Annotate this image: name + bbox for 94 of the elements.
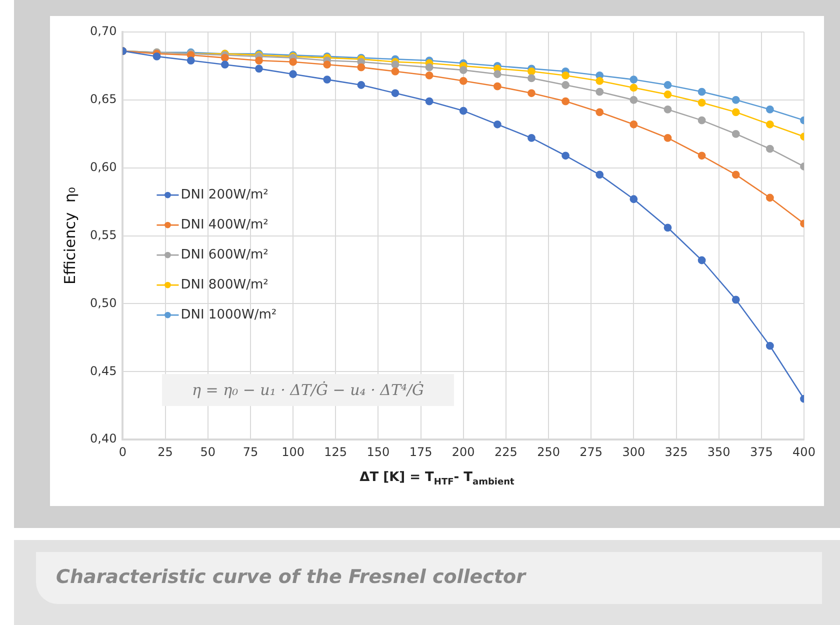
point <box>596 88 604 96</box>
x-tick-label: 200 <box>452 444 475 459</box>
point <box>528 67 536 76</box>
point <box>425 63 434 72</box>
point <box>766 120 774 128</box>
point <box>630 96 638 104</box>
point <box>323 76 332 84</box>
x-tick-label: 125 <box>324 444 348 459</box>
x-tick-label: 175 <box>409 444 432 459</box>
x-tick-label: 375 <box>750 444 773 459</box>
point <box>493 120 502 128</box>
point <box>562 81 570 89</box>
y-tick-label: 0,50 <box>90 296 117 310</box>
point <box>732 96 740 104</box>
point <box>630 84 638 92</box>
y-tick-label: 0,65 <box>90 92 117 106</box>
point <box>289 70 297 78</box>
point <box>562 152 570 160</box>
y-tick-label: 0,70 <box>90 24 117 38</box>
point <box>698 256 706 264</box>
point <box>391 60 400 69</box>
x-tick-label: 0 <box>118 444 127 459</box>
point <box>391 67 400 76</box>
point <box>698 116 706 124</box>
point <box>220 60 229 69</box>
legend-label: DNI 400W/m² <box>180 217 268 232</box>
point <box>562 97 570 106</box>
x-tick-label: 300 <box>622 444 646 459</box>
point <box>732 108 740 116</box>
point <box>664 134 672 142</box>
y-tick-label: 0,55 <box>90 228 117 242</box>
x-tick-label: 350 <box>707 444 730 459</box>
legend-label: DNI 800W/m² <box>180 277 268 292</box>
point <box>391 89 400 98</box>
point <box>493 82 502 90</box>
y-tick-label: 0,45 <box>90 364 117 378</box>
legend-label: DNI 1000W/m² <box>180 307 277 322</box>
x-tick-label: 250 <box>537 444 560 459</box>
y-tick-label: 0,40 <box>90 432 117 446</box>
point <box>732 170 740 179</box>
y-tick-label: 0,60 <box>90 160 117 174</box>
point <box>596 76 604 85</box>
point <box>323 60 332 69</box>
point <box>698 152 706 160</box>
x-tick-label: 275 <box>580 444 603 459</box>
point <box>289 58 297 66</box>
point <box>186 56 195 64</box>
point <box>425 72 434 80</box>
point <box>596 170 604 179</box>
point <box>459 106 468 115</box>
point <box>664 224 672 232</box>
x-axis-title: ΔT [K] = T$_{HTF}$- T$_{ambient}$ <box>358 470 516 488</box>
point <box>425 97 434 106</box>
point <box>459 66 468 74</box>
point <box>732 130 740 138</box>
point <box>766 342 774 350</box>
x-tick-label: 325 <box>664 444 688 459</box>
point <box>528 89 536 98</box>
point <box>459 76 468 85</box>
point <box>698 88 706 96</box>
point <box>664 81 672 89</box>
legend-label: DNI 200W/m² <box>180 187 268 202</box>
point <box>220 54 229 62</box>
point <box>152 52 161 60</box>
legend-label: DNI 600W/m² <box>180 247 268 262</box>
y-axis-title: Efficiency η₀ <box>60 187 79 284</box>
point <box>732 296 740 304</box>
x-tick-label: 150 <box>366 444 390 459</box>
x-tick-label: 400 <box>792 444 816 459</box>
x-tick-label: 100 <box>282 444 304 459</box>
formula-box: η = η₀ − u₁ · ΔT/Ġ − u₄ · ΔT⁴/Ġ <box>162 374 454 406</box>
point <box>766 144 774 153</box>
point <box>357 81 366 89</box>
point <box>698 98 706 107</box>
point <box>562 72 570 80</box>
x-tick-label: 50 <box>200 444 216 459</box>
point <box>766 194 774 202</box>
x-tick-label: 25 <box>158 444 173 459</box>
point <box>630 76 638 84</box>
point <box>528 134 536 142</box>
x-tick-label: 75 <box>242 444 258 459</box>
point <box>630 120 638 128</box>
text: Characteristic curve of the Fresnel collector <box>36 552 822 604</box>
point <box>493 70 502 78</box>
point <box>766 105 774 114</box>
point <box>664 90 672 98</box>
point <box>357 63 366 72</box>
point <box>596 108 604 116</box>
point <box>255 64 263 73</box>
point <box>255 56 263 64</box>
point <box>630 195 638 204</box>
point <box>528 74 536 82</box>
x-tick-label: 225 <box>494 444 518 459</box>
point <box>664 105 672 114</box>
